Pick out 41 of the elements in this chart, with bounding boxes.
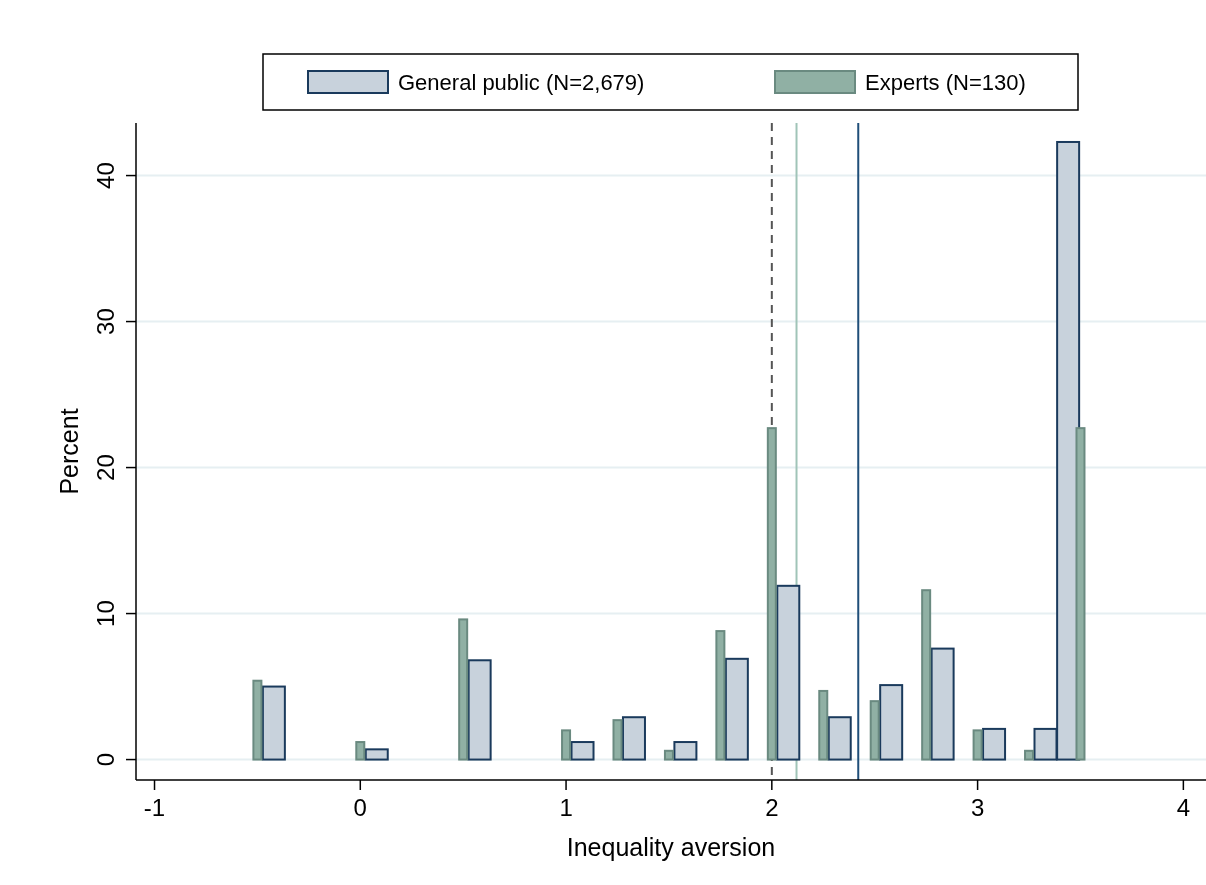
- y-tick-label: 0: [92, 752, 119, 767]
- x-tick-label: -1: [143, 794, 166, 821]
- bar: [818, 689, 829, 761]
- bar: [458, 618, 469, 761]
- y-tick-label: 10: [92, 600, 119, 627]
- x-tick-label: 3: [970, 794, 985, 821]
- y-tick-label: 40: [92, 162, 119, 189]
- x-axis-title: Inequality aversion: [566, 833, 776, 861]
- bar: [673, 741, 698, 761]
- x-tick-label: 0: [353, 794, 367, 821]
- bar: [879, 684, 904, 761]
- bar: [355, 741, 366, 761]
- legend-label: General public (N=2,679): [398, 70, 645, 95]
- bar: [1024, 749, 1035, 761]
- bar: [261, 685, 286, 761]
- bar: [570, 741, 595, 761]
- bar: [612, 719, 623, 761]
- bar: [621, 716, 646, 761]
- bar: [252, 679, 263, 761]
- bar: [467, 659, 492, 761]
- bar: [724, 657, 749, 761]
- x-tick-label: 1: [559, 794, 573, 821]
- x-tick-label: 4: [1176, 794, 1191, 821]
- bar: [930, 647, 955, 761]
- y-axis-title: Percent: [55, 408, 83, 495]
- x-tick-label: 2: [765, 794, 779, 821]
- bar: [982, 727, 1007, 761]
- bar: [364, 748, 389, 761]
- bar: [1075, 427, 1086, 761]
- bar: [715, 630, 726, 761]
- y-tick-label: 30: [92, 308, 119, 335]
- legend-label: Experts (N=130): [865, 70, 1026, 95]
- bar: [561, 729, 572, 761]
- bar: [776, 584, 801, 761]
- bar: [869, 700, 880, 761]
- bar: [921, 589, 932, 761]
- bar: [827, 716, 852, 761]
- y-tick-label: 20: [92, 454, 119, 481]
- bar: [663, 749, 674, 761]
- bar: [766, 427, 777, 761]
- bar: [972, 729, 983, 761]
